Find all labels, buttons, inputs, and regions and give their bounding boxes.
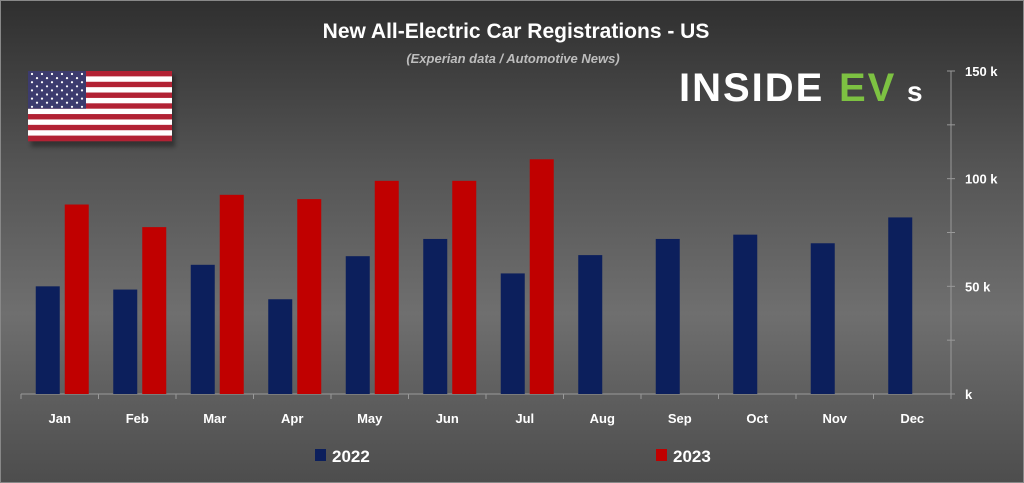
legend: 2022 2023 — [315, 447, 711, 466]
bars — [35, 159, 913, 394]
us-flag-icon — [28, 71, 175, 147]
svg-text:INSIDE: INSIDE — [679, 66, 824, 110]
chart-subtitle: (Experian data / Automotive News) — [406, 51, 619, 66]
bar-2022-feb — [113, 289, 138, 394]
bar-2022-oct — [733, 234, 758, 394]
svg-text:EV: EV — [839, 66, 896, 110]
bar-2023-jun — [452, 180, 477, 394]
svg-text:s: s — [907, 76, 923, 107]
chart-title: New All-Electric Car Registrations - US — [323, 20, 710, 43]
bar-2023-may — [374, 180, 399, 394]
x-tick-label: Oct — [746, 411, 768, 426]
x-tick-label: May — [357, 411, 383, 426]
bar-2023-feb — [142, 227, 167, 394]
bar-2022-jul — [500, 273, 525, 394]
x-tick-label: Jul — [515, 411, 534, 426]
bar-2022-nov — [810, 243, 835, 394]
x-tick-label: Dec — [900, 411, 924, 426]
x-tick-label: Jun — [436, 411, 459, 426]
bar-2022-dec — [888, 217, 913, 394]
bar-2023-jan — [64, 204, 89, 394]
bar-2023-mar — [219, 194, 244, 394]
bar-2022-jun — [423, 238, 448, 394]
x-tick-label: Apr — [281, 411, 303, 426]
bar-2023-apr — [297, 199, 322, 394]
y-axis: k 50 k 100 k 150 k — [20, 64, 998, 402]
bar-2022-sep — [655, 238, 680, 394]
bar-2022-jan — [35, 286, 60, 394]
x-tick-label: Sep — [668, 411, 692, 426]
bar-2022-aug — [578, 255, 603, 394]
x-tick-label: Mar — [203, 411, 226, 426]
legend-swatch-2023 — [656, 449, 667, 461]
y-tick-label: 50 k — [965, 279, 991, 294]
y-tick-label: 100 k — [965, 172, 998, 187]
y-tick-label: k — [965, 387, 973, 402]
y-tick-label: 150 k — [965, 64, 998, 79]
legend-label-2023: 2023 — [673, 447, 711, 466]
bar-2022-may — [345, 256, 370, 394]
x-axis-labels: Jan Feb Mar Apr May Jun Jul Aug Sep Oct Nov Dec — [49, 411, 925, 426]
insideevs-logo: INSIDE EV s — [679, 66, 923, 110]
bar-2022-apr — [268, 299, 293, 394]
x-tick-label: Aug — [590, 411, 615, 426]
x-tick-label: Jan — [49, 411, 71, 426]
bar-2022-mar — [190, 264, 215, 394]
legend-swatch-2022 — [315, 449, 326, 461]
x-tick-label: Nov — [822, 411, 847, 426]
legend-label-2022: 2022 — [332, 447, 370, 466]
bar-2023-jul — [529, 159, 554, 394]
x-tick-label: Feb — [126, 411, 149, 426]
